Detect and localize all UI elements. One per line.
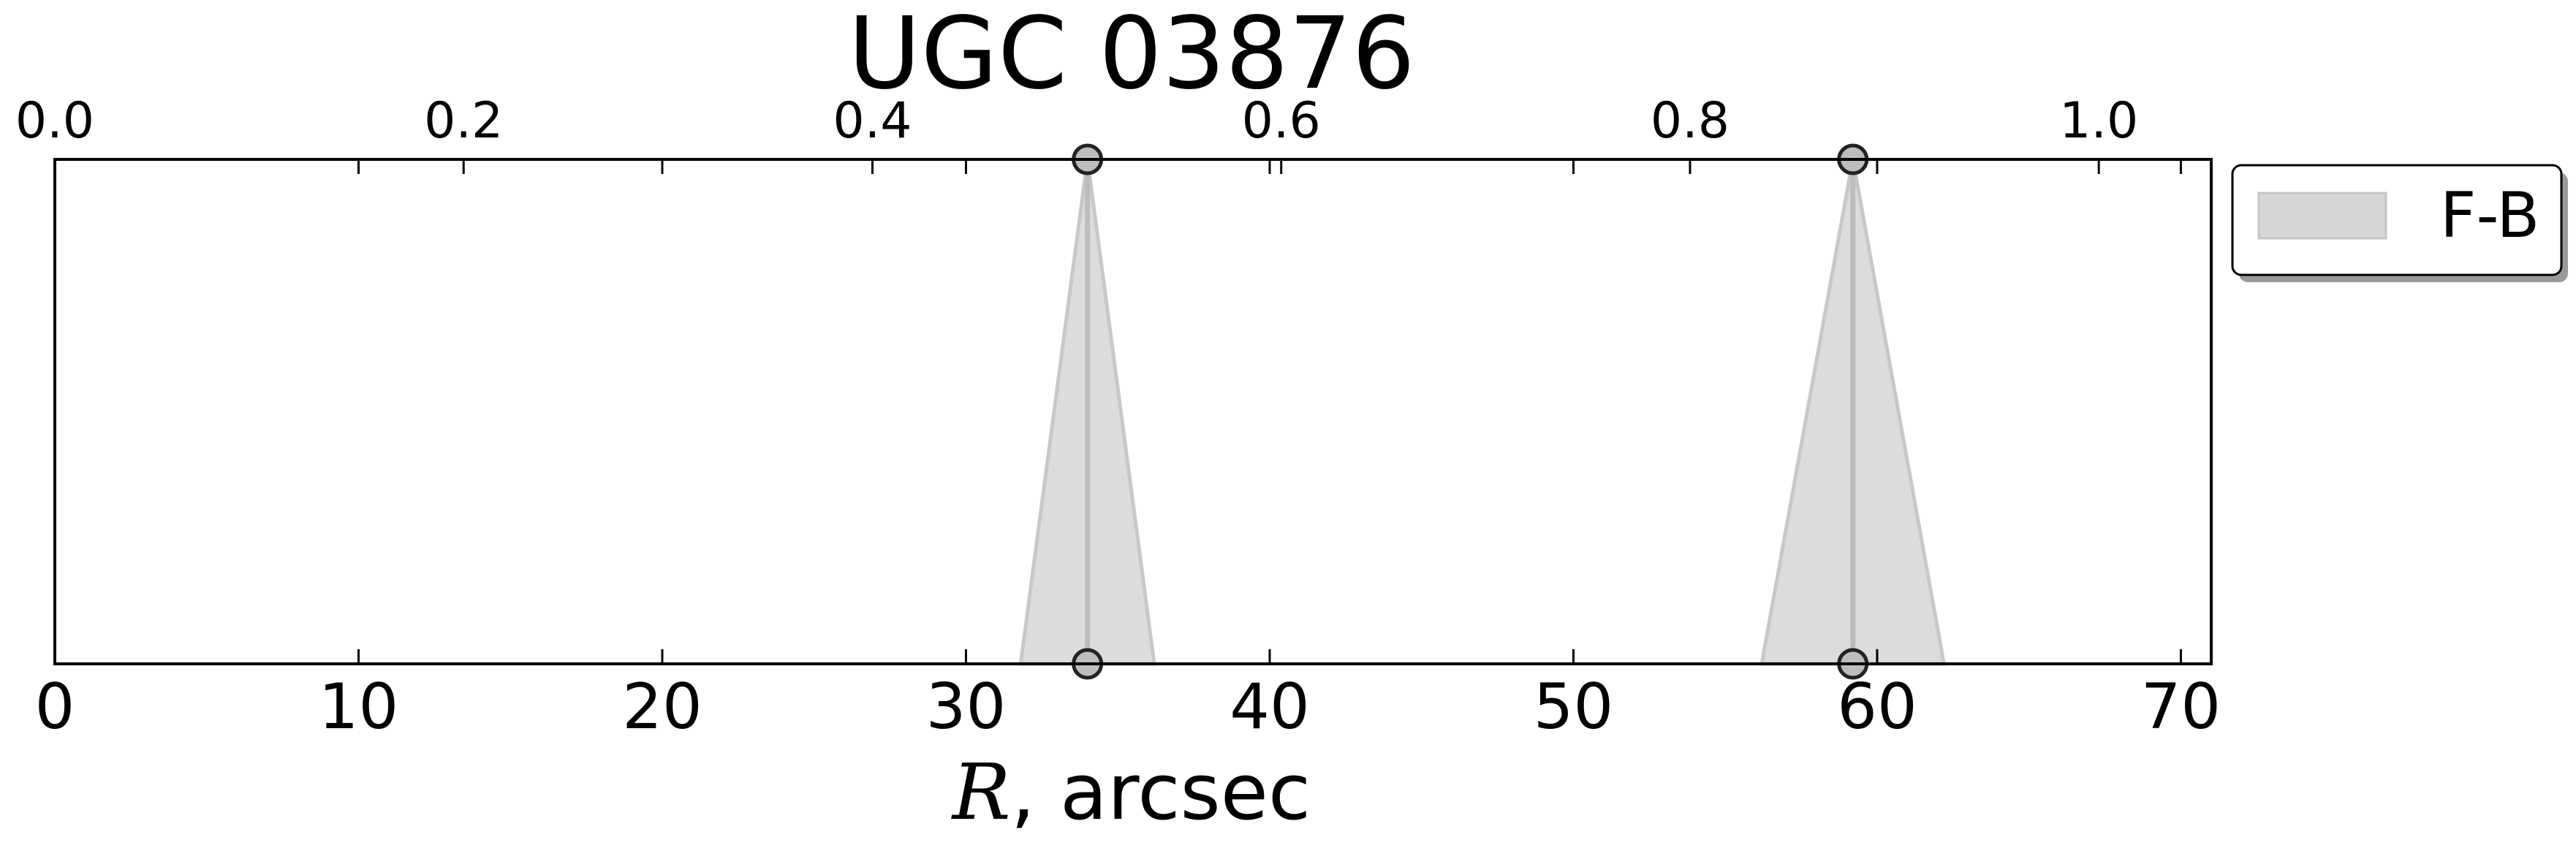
legend: F-B [2231, 164, 2568, 282]
plot-marks [1018, 143, 1947, 680]
top-x-tick-label: 0.4 [833, 92, 912, 150]
x-tick-label: 10 [319, 670, 398, 744]
top-x-axis: 0.0 0.2 0.4 0.6 0.8 1.0 [15, 92, 2138, 174]
x-tick-label: 30 [926, 670, 1006, 744]
x-axis-label: R, arcsec [951, 747, 1311, 837]
bottom-x-axis: 0 10 20 30 40 50 60 70 [35, 159, 2221, 744]
top-x-tick-label: 1.0 [2059, 92, 2138, 150]
x-tick-label: 0 [35, 670, 75, 744]
top-x-tick-label: 0.0 [15, 92, 94, 150]
top-x-tick-label: 0.8 [1651, 92, 1730, 150]
x-tick-label: 70 [2141, 670, 2221, 744]
x-axis-unit: , arcsec [1011, 747, 1311, 837]
x-tick-label: 40 [1230, 670, 1309, 744]
legend-swatch-f-b [2257, 192, 2387, 240]
top-x-tick-label: 0.2 [424, 92, 503, 150]
x-tick-label: 50 [1534, 670, 1613, 744]
legend-label-f-b: F-B [2440, 179, 2539, 252]
chart-title: UGC 03876 [848, 0, 1415, 112]
x-tick-label: 60 [1837, 670, 1917, 744]
plot-area-frame [53, 158, 2213, 665]
x-axis-symbol: R [951, 747, 1011, 837]
x-tick-label: 20 [622, 670, 702, 744]
top-x-tick-label: 0.6 [1242, 92, 1321, 150]
